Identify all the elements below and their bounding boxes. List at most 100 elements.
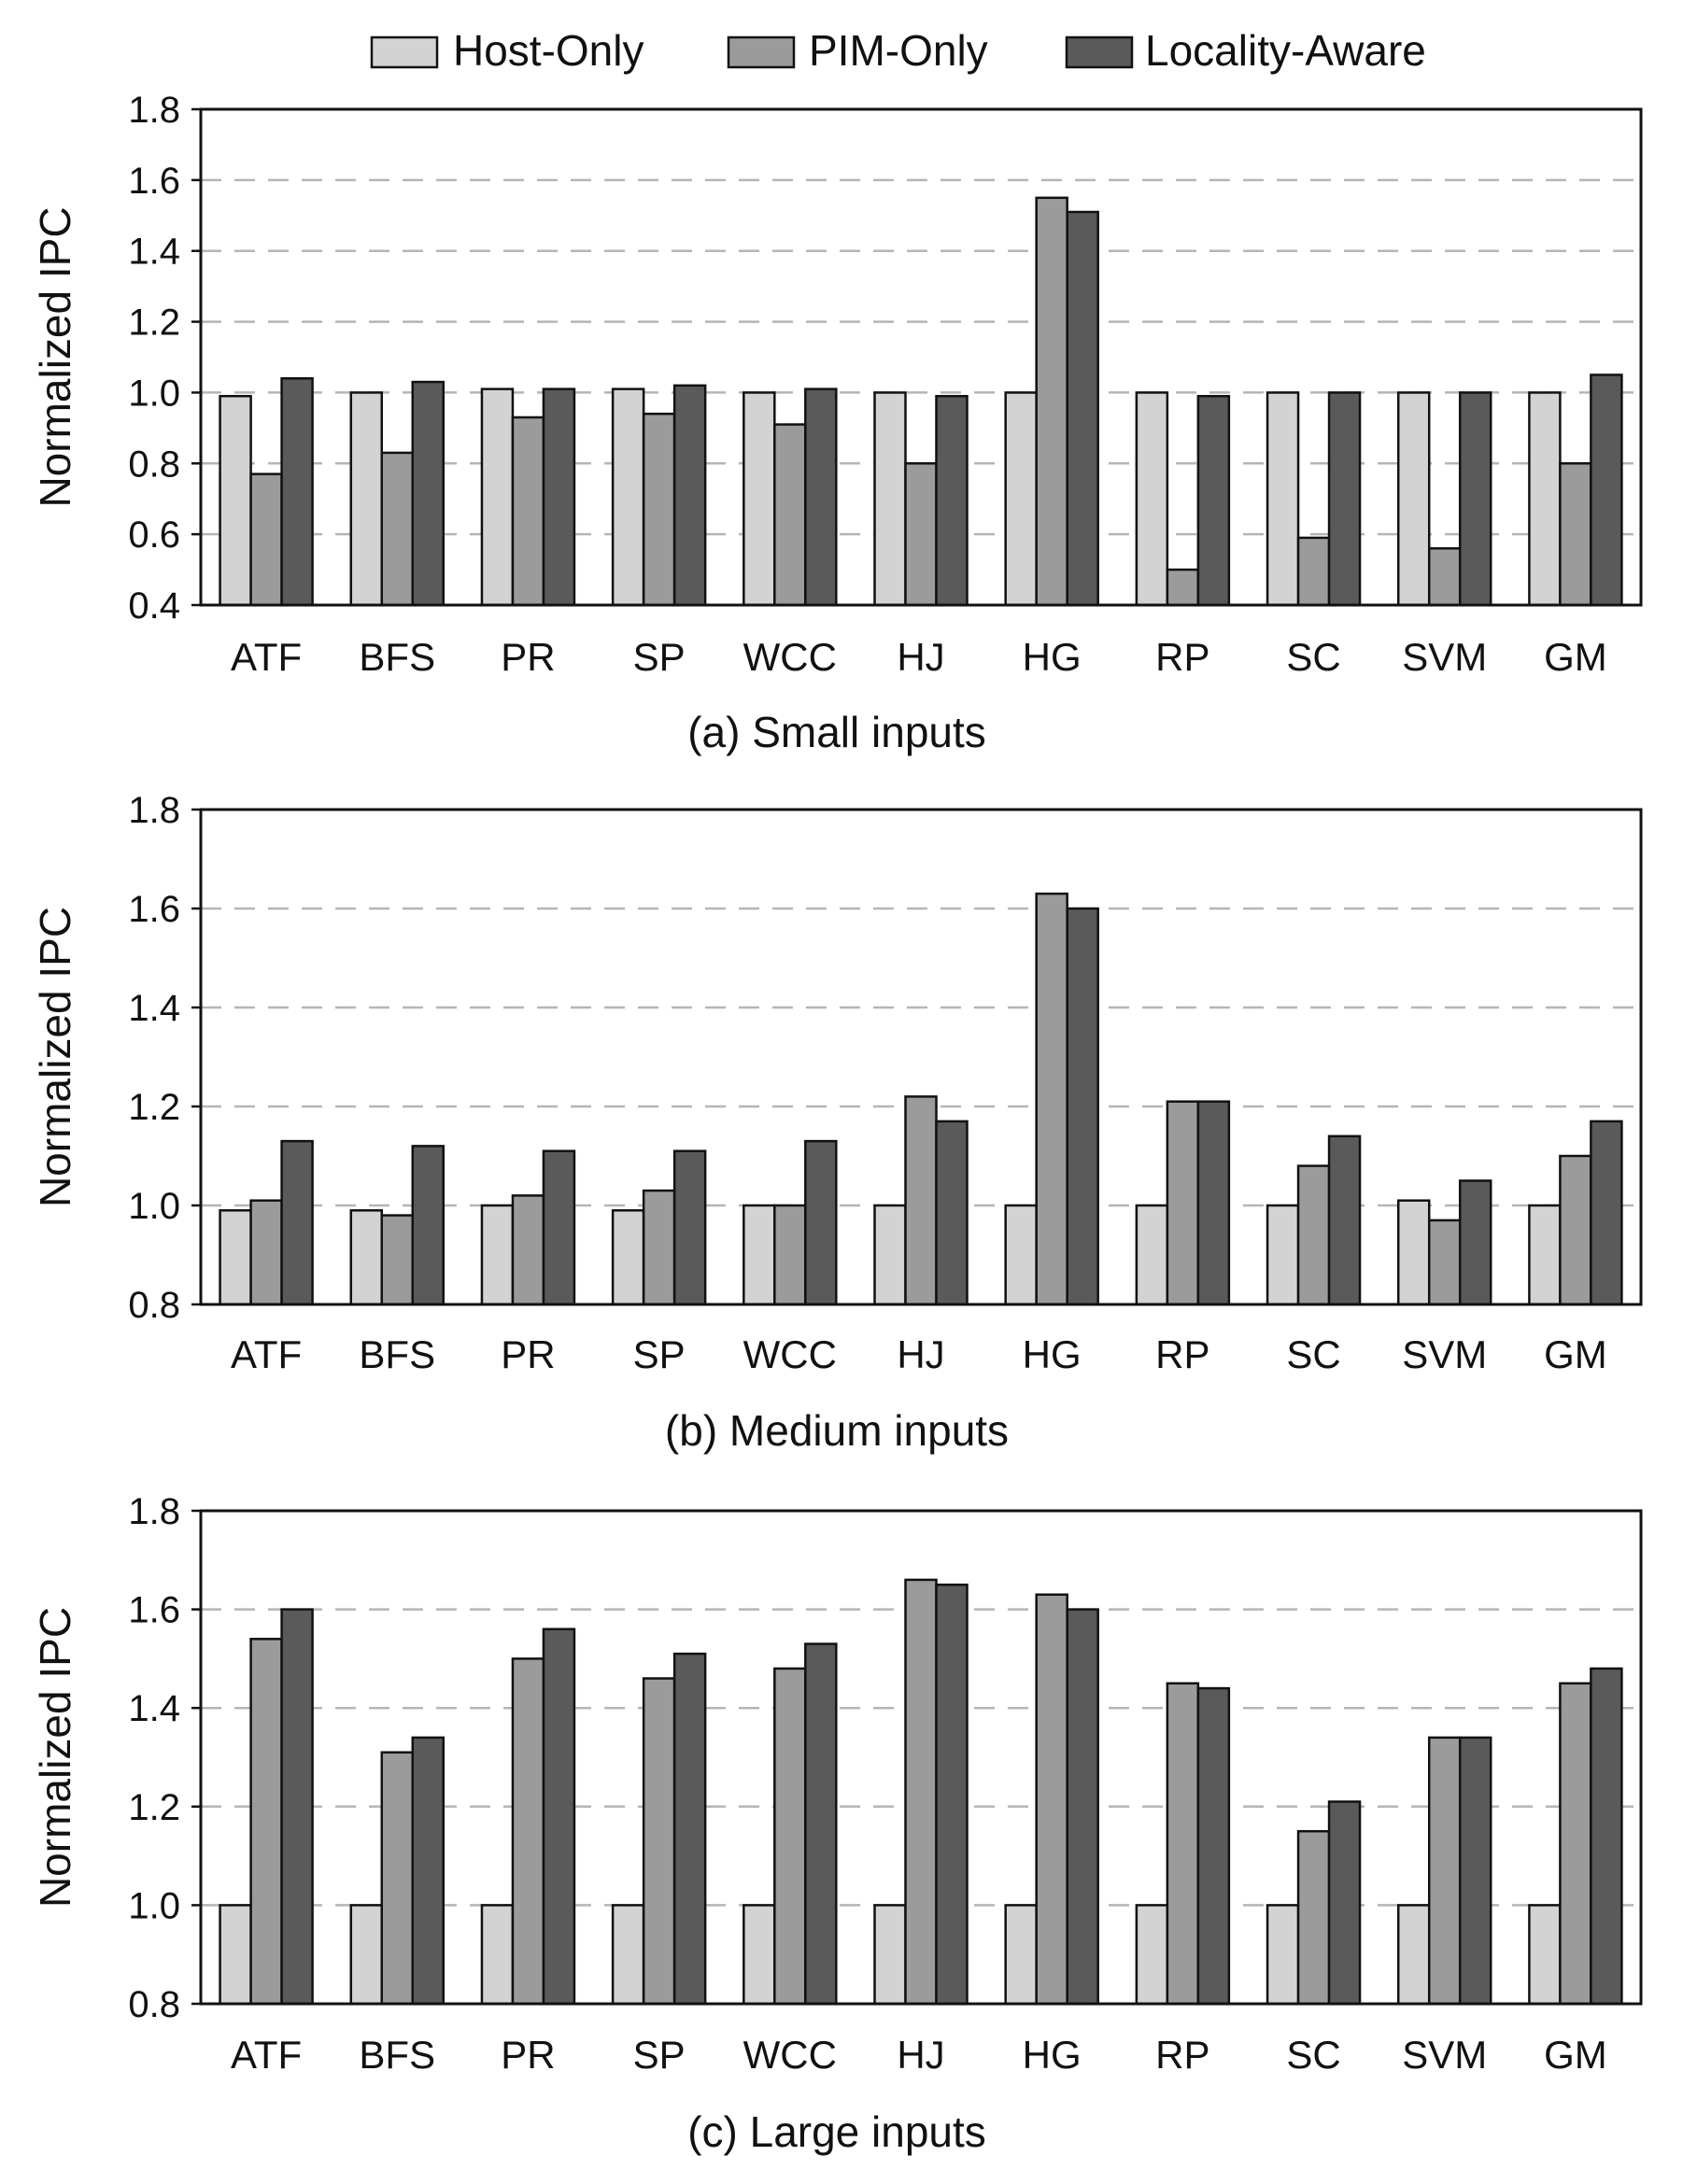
bar-host-only-wcc — [742, 1904, 776, 2006]
y-tick-label: 1.2 — [128, 1787, 180, 1828]
bar-locality-aware-rp — [1196, 1686, 1231, 2006]
bar-host-only-rp — [1135, 391, 1169, 607]
bar-pim-only-gm — [1559, 462, 1592, 607]
y-tick-label: 1.6 — [128, 161, 180, 202]
bar-locality-aware-sc — [1327, 1800, 1362, 2006]
x-tick-label: GM — [1544, 2033, 1607, 2077]
bar-pim-only-sc — [1296, 1164, 1331, 1306]
bar-pim-only-wcc — [773, 423, 807, 607]
x-tick-label: HG — [1023, 635, 1082, 679]
bar-host-only-sc — [1266, 1904, 1300, 2006]
y-tick-label: 1.6 — [128, 889, 180, 930]
bar-pim-only-wcc — [773, 1204, 807, 1306]
bar-host-only-hg — [1004, 1204, 1038, 1306]
legend-label-1: Host-Only — [453, 26, 643, 75]
x-tick-label: SP — [633, 1332, 686, 1376]
bar-locality-aware-gm — [1590, 1667, 1623, 2006]
chart-panel-1: 0.4 0.6 0.8 1.0 1.2 1.4 1.6 1.8 ATF BFS PR SP WCC HJ H… — [31, 90, 1643, 756]
x-tick-label: PR — [501, 635, 555, 679]
bar-host-only-gm — [1528, 1904, 1562, 2006]
y-tick-label: 1.4 — [128, 988, 180, 1029]
y-tick-label: 0.4 — [128, 585, 180, 627]
x-tick-label: SVM — [1402, 2033, 1487, 2077]
bar-locality-aware-rp — [1196, 394, 1231, 607]
legend-label-3: Locality-Aware — [1145, 26, 1426, 75]
bar-locality-aware-wcc — [804, 387, 838, 607]
bar-locality-aware-gm — [1590, 373, 1623, 607]
bar-host-only-hj — [873, 391, 907, 607]
bar-host-only-hj — [873, 1904, 907, 2006]
x-tick-label: SVM — [1402, 1332, 1487, 1376]
y-tick-label: 0.8 — [128, 444, 180, 485]
bar-locality-aware-hj — [935, 1120, 969, 1306]
y-tick-label: 1.2 — [128, 1087, 180, 1128]
bar-locality-aware-wcc — [804, 1642, 838, 2006]
bar-pim-only-svm — [1427, 1736, 1462, 2006]
x-tick-label: GM — [1544, 1332, 1607, 1376]
y-tick-label: 1.0 — [128, 1885, 180, 1926]
y-tick-label: 1.0 — [128, 1186, 180, 1227]
bar-locality-aware-pr — [542, 387, 576, 607]
legend-label-2: PIM-Only — [809, 26, 988, 75]
bar-host-only-atf — [219, 1904, 252, 2006]
x-tick-label: GM — [1544, 635, 1607, 679]
bar-pim-only-gm — [1559, 1682, 1592, 2006]
plot-frame — [199, 107, 1643, 607]
panel-caption: (a) Small inputs — [687, 708, 986, 756]
bar-locality-aware-sc — [1327, 391, 1362, 607]
bar-pim-only-sp — [642, 1677, 676, 2006]
x-tick-label: PR — [501, 2033, 555, 2077]
plot-frame — [199, 808, 1643, 1306]
y-axis-label: Normalized IPC — [31, 206, 79, 507]
bar-locality-aware-hg — [1066, 907, 1099, 1306]
bar-host-only-atf — [219, 394, 252, 607]
bar-pim-only-atf — [249, 1199, 283, 1306]
x-tick-label: HG — [1023, 1332, 1082, 1376]
x-tick-label: BFS — [359, 2033, 435, 2077]
bar-locality-aware-hg — [1066, 210, 1099, 607]
bar-host-only-bfs — [349, 1904, 384, 2006]
y-tick-label: 0.6 — [128, 514, 180, 556]
x-tick-label: HJ — [897, 2033, 944, 2077]
bar-locality-aware-svm — [1458, 391, 1492, 607]
bar-locality-aware-pr — [542, 1627, 576, 2006]
y-tick-label: 1.4 — [128, 232, 180, 273]
y-tick-label: 1.0 — [128, 373, 180, 414]
chart-panel-2: 0.8 1.0 1.2 1.4 1.6 1.8 ATF BFS PR SP WCC HJ HG RP SC S… — [31, 790, 1643, 1455]
bar-host-only-sc — [1266, 391, 1300, 607]
bar-pim-only-bfs — [380, 1214, 415, 1306]
plot-frame — [199, 1509, 1643, 2006]
bar-pim-only-bfs — [380, 451, 415, 607]
legend-swatch-2 — [727, 35, 796, 69]
bar-host-only-svm — [1396, 1904, 1431, 2006]
y-tick-label: 1.4 — [128, 1688, 180, 1729]
bar-pim-only-svm — [1427, 547, 1462, 607]
bar-pim-only-rp — [1166, 568, 1200, 607]
bar-locality-aware-gm — [1590, 1120, 1623, 1306]
bar-host-only-bfs — [349, 391, 384, 607]
bar-pim-only-sc — [1296, 1829, 1331, 2006]
y-tick-label: 0.8 — [128, 1984, 180, 2025]
legend-swatch-1 — [370, 35, 439, 69]
bar-host-only-svm — [1396, 391, 1431, 607]
bar-pim-only-hg — [1035, 196, 1068, 607]
bar-pim-only-pr — [511, 1194, 545, 1306]
bar-pim-only-atf — [249, 1638, 283, 2006]
bar-host-only-pr — [480, 1904, 515, 2006]
x-tick-label: HJ — [897, 635, 944, 679]
y-axis-label: Normalized IPC — [31, 907, 79, 1207]
bar-pim-only-gm — [1559, 1154, 1592, 1306]
chart-panel-3: 0.8 1.0 1.2 1.4 1.6 1.8 ATF BFS PR SP WCC HJ HG RP SC S… — [31, 1491, 1643, 2156]
bar-pim-only-hj — [904, 462, 938, 607]
x-tick-label: RP — [1155, 635, 1209, 679]
bar-locality-aware-sp — [672, 1652, 707, 2006]
x-tick-label: SP — [633, 2033, 686, 2077]
bar-host-only-rp — [1135, 1204, 1169, 1306]
bar-host-only-sp — [611, 1209, 645, 1306]
bar-host-only-sc — [1266, 1204, 1300, 1306]
x-tick-label: WCC — [743, 635, 837, 679]
legend-swatch-3 — [1065, 35, 1134, 69]
x-tick-label: RP — [1155, 1332, 1209, 1376]
bar-pim-only-sp — [642, 412, 676, 607]
